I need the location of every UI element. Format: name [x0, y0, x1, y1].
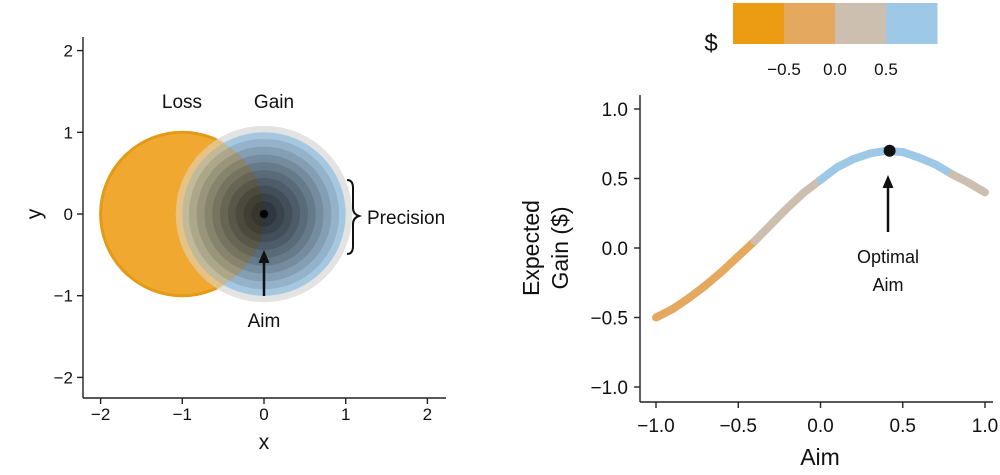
- colorbar-ticks: −0.5 0.0 0.5: [767, 60, 898, 79]
- colorbar-swatch: [784, 3, 836, 44]
- colorbar-title: $: [704, 30, 717, 57]
- optimal-aim-label-line2: Aim: [873, 275, 904, 295]
- precision-bracket: [346, 179, 363, 255]
- optimal-aim-arrow: [882, 175, 894, 232]
- left-y-tick-label: −2: [54, 368, 73, 387]
- right-y-tick-label: 0.0: [602, 239, 628, 260]
- left-x-axis-title: x: [259, 431, 270, 454]
- colorbar-swatch: [835, 3, 887, 44]
- left-x-tick-label: −2: [91, 405, 110, 424]
- right-y-tick-label: 0.5: [602, 170, 628, 191]
- right-y-axis-title-line2: Gain ($): [547, 206, 573, 289]
- aim-point: [260, 210, 268, 218]
- right-y-tick-label: −1.0: [590, 378, 628, 399]
- right-x-tick-label: 1.0: [972, 416, 998, 437]
- colorbar-swatch: [886, 3, 938, 44]
- expected-gain-curve: [652, 146, 989, 322]
- colorbar-swatch: [733, 3, 785, 44]
- precision-label: Precision: [367, 208, 445, 229]
- left-y-tick-label: 2: [64, 42, 73, 61]
- right-y-axis-title-line1: Expected: [518, 200, 544, 296]
- left-axis-ticks: −2 −1 0 1 2 −2 −1 0 1 2: [54, 42, 433, 424]
- right-y-tick-label: 1.0: [602, 100, 628, 121]
- right-x-tick-label: 0.0: [807, 416, 833, 437]
- colorbar: $ −0.5 0.0 0.5: [704, 3, 938, 79]
- colorbar-tick-label: 0.5: [874, 60, 898, 79]
- gain-label: Gain: [254, 92, 294, 113]
- left-y-tick-label: −1: [54, 287, 73, 306]
- left-panel: −2 −1 0 1 2 −2 −1 0 1 2 x y Loss Gain Aim Precisi…: [23, 37, 446, 454]
- optimal-aim-label-line1: Optimal: [857, 247, 919, 267]
- colorbar-tick-label: −0.5: [767, 60, 801, 79]
- colorbar-tick-label: 0.0: [823, 60, 847, 79]
- loss-overlap-region: [175, 132, 264, 296]
- loss-label: Loss: [162, 92, 202, 113]
- right-x-tick-label: −0.5: [719, 416, 757, 437]
- left-y-tick-label: 0: [64, 205, 73, 224]
- right-y-tick-label: −0.5: [590, 309, 628, 330]
- aim-label: Aim: [248, 311, 281, 332]
- right-x-axis-title: Aim: [800, 444, 840, 470]
- colorbar-swatches: [733, 3, 938, 44]
- left-x-tick-label: −1: [173, 405, 192, 424]
- left-y-tick-label: 1: [64, 123, 73, 142]
- aim-arrow: [258, 250, 270, 296]
- optimal-aim-point: [883, 144, 896, 157]
- right-x-tick-label: 0.5: [890, 416, 916, 437]
- left-plot-area: [99, 125, 353, 303]
- expected-gain-segment: [964, 178, 989, 197]
- left-x-tick-label: 1: [341, 405, 350, 424]
- right-panel: −1.0 −0.5 0.0 0.5 1.0 −1.0 −0.5 0.0 0.5 1.0 Optim…: [518, 3, 998, 470]
- right-x-tick-label: −1.0: [637, 416, 675, 437]
- left-x-tick-label: 0: [259, 405, 268, 424]
- left-x-tick-label: 2: [423, 405, 432, 424]
- right-axis-ticks: −1.0 −0.5 0.0 0.5 1.0 −1.0 −0.5 0.0 0.5 1.0: [590, 100, 998, 437]
- left-y-axis-title: y: [23, 208, 46, 219]
